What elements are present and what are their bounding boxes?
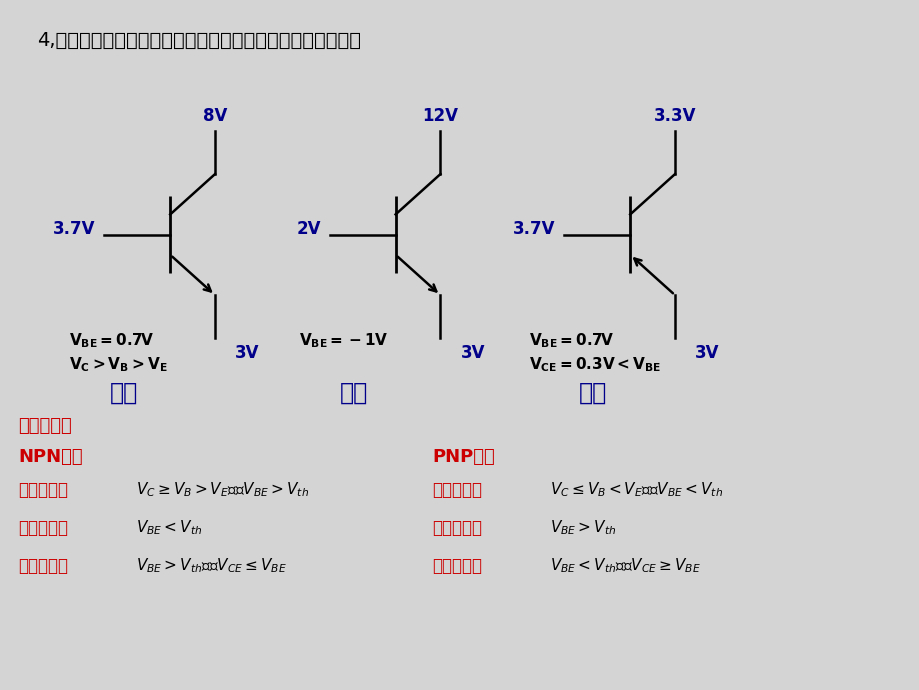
Text: 截止状态：: 截止状态： <box>432 519 482 537</box>
Text: 3V: 3V <box>695 344 719 362</box>
Text: $\mathbf{V_C{>}V_B{>}V_E}$: $\mathbf{V_C{>}V_B{>}V_E}$ <box>69 355 167 374</box>
Text: $V_{BE}{>}V_{th}$，且$V_{CE}{\leq}V_{BE}$: $V_{BE}{>}V_{th}$，且$V_{CE}{\leq}V_{BE}$ <box>136 557 287 575</box>
Text: NPN管：: NPN管： <box>18 448 83 466</box>
Text: $\mathbf{V_{BE}=0.7V}$: $\mathbf{V_{BE}=0.7V}$ <box>69 331 154 350</box>
Text: 3.7V: 3.7V <box>53 220 96 238</box>
Text: $\mathbf{V_{CE}=0.3V{<}V_{BE}}$: $\mathbf{V_{CE}=0.3V{<}V_{BE}}$ <box>528 355 661 374</box>
Text: 放大: 放大 <box>110 381 138 405</box>
Text: $\mathbf{V_{BE}=-1V}$: $\mathbf{V_{BE}=-1V}$ <box>299 331 388 350</box>
Text: $\mathbf{V_{BE}=0.7V}$: $\mathbf{V_{BE}=0.7V}$ <box>528 331 614 350</box>
Text: 8V: 8V <box>203 107 227 125</box>
Text: $V_{BE}{<}V_{th}$: $V_{BE}{<}V_{th}$ <box>136 519 202 538</box>
Text: 12V: 12V <box>422 107 458 125</box>
Text: PNP管：: PNP管： <box>432 448 494 466</box>
Text: $V_{BE}{<}V_{th}$，且$V_{CE}{\geq}V_{BE}$: $V_{BE}{<}V_{th}$，且$V_{CE}{\geq}V_{BE}$ <box>550 557 700 575</box>
Text: 饱和状态：: 饱和状态： <box>432 557 482 575</box>
Text: 饱和状态：: 饱和状态： <box>18 557 68 575</box>
Text: 3.7V: 3.7V <box>513 220 555 238</box>
Text: 放大状态：: 放大状态： <box>432 481 482 499</box>
Text: 放大状态：: 放大状态： <box>18 481 68 499</box>
Text: 截止状态：: 截止状态： <box>18 519 68 537</box>
Text: 3V: 3V <box>235 344 259 362</box>
Text: 3.3V: 3.3V <box>653 107 696 125</box>
Text: $V_C{\geq}V_B{>}V_E$，且$V_{BE}{>}V_{th}$: $V_C{\geq}V_B{>}V_E$，且$V_{BE}{>}V_{th}$ <box>136 481 309 500</box>
Text: 判断依据：: 判断依据： <box>18 417 72 435</box>
Text: 2V: 2V <box>296 220 321 238</box>
Text: 3V: 3V <box>460 344 484 362</box>
Text: $V_C{\leq}V_B{<}V_E$，且$V_{BE}{<}V_{th}$: $V_C{\leq}V_B{<}V_E$，且$V_{BE}{<}V_{th}$ <box>550 481 722 500</box>
Text: 饱和: 饱和 <box>579 381 607 405</box>
Text: 4,测出电路中晶体管三个电极对地的电位，判断其工作状态。: 4,测出电路中晶体管三个电极对地的电位，判断其工作状态。 <box>37 31 360 50</box>
Text: $V_{BE}{>}V_{th}$: $V_{BE}{>}V_{th}$ <box>550 519 616 538</box>
Text: 截止: 截止 <box>340 381 368 405</box>
